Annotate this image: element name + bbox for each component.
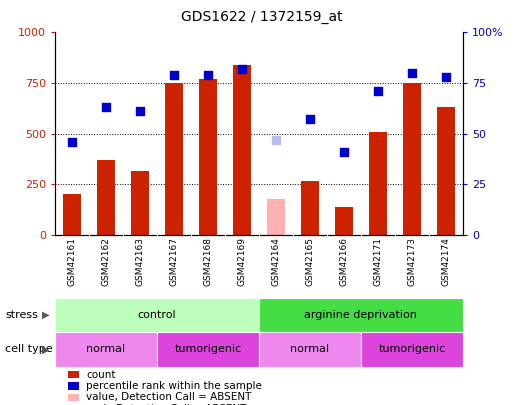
Point [135,108,144,115]
Bar [199,79,217,235]
Bar [63,194,81,235]
Bar [131,171,149,235]
Bar [233,65,251,235]
Bar [165,83,183,235]
Text: GSM42174: GSM42174 [441,237,450,286]
Text: GSM42168: GSM42168 [203,237,212,286]
Bar [361,332,463,367]
Point [305,116,314,123]
Text: count: count [86,370,116,379]
Text: GSM42161: GSM42161 [67,237,76,286]
Point [441,74,450,80]
Text: tumorigenic: tumorigenic [174,344,242,354]
Text: normal: normal [290,344,329,354]
Text: stress: stress [5,310,38,320]
Text: cell type: cell type [5,344,53,354]
Bar [267,200,285,235]
Text: percentile rank within the sample: percentile rank within the sample [86,381,262,391]
Point [373,88,382,94]
Text: ▶: ▶ [42,310,50,320]
Bar [369,132,387,235]
Point [67,139,76,145]
Text: rank, Detection Call = ABSENT: rank, Detection Call = ABSENT [86,404,247,405]
Text: GSM42165: GSM42165 [305,237,314,286]
Bar [97,160,115,235]
Text: arginine deprivation: arginine deprivation [304,310,417,320]
Text: GSM42162: GSM42162 [101,237,110,286]
Text: GSM42173: GSM42173 [407,237,416,286]
Bar [259,298,463,332]
Bar [55,332,157,367]
Bar [157,332,259,367]
Point [169,72,178,78]
Point [407,70,416,76]
Point [237,66,246,72]
Point [203,72,212,78]
Text: value, Detection Call = ABSENT: value, Detection Call = ABSENT [86,392,252,402]
Text: GSM42171: GSM42171 [373,237,382,286]
Point [271,136,280,143]
Point [339,149,348,155]
Text: GSM42166: GSM42166 [339,237,348,286]
Text: GSM42164: GSM42164 [271,237,280,286]
Bar [403,83,421,235]
Bar [437,107,455,235]
Bar [55,298,259,332]
Text: GSM42167: GSM42167 [169,237,178,286]
Text: tumorigenic: tumorigenic [378,344,446,354]
Bar [335,207,353,235]
Bar [259,332,361,367]
Bar [301,181,319,235]
Text: GDS1622 / 1372159_at: GDS1622 / 1372159_at [180,10,343,24]
Point [101,104,110,111]
Text: GSM42169: GSM42169 [237,237,246,286]
Text: GSM42163: GSM42163 [135,237,144,286]
Text: control: control [138,310,176,320]
Text: normal: normal [86,344,126,354]
Text: ▶: ▶ [42,344,50,354]
